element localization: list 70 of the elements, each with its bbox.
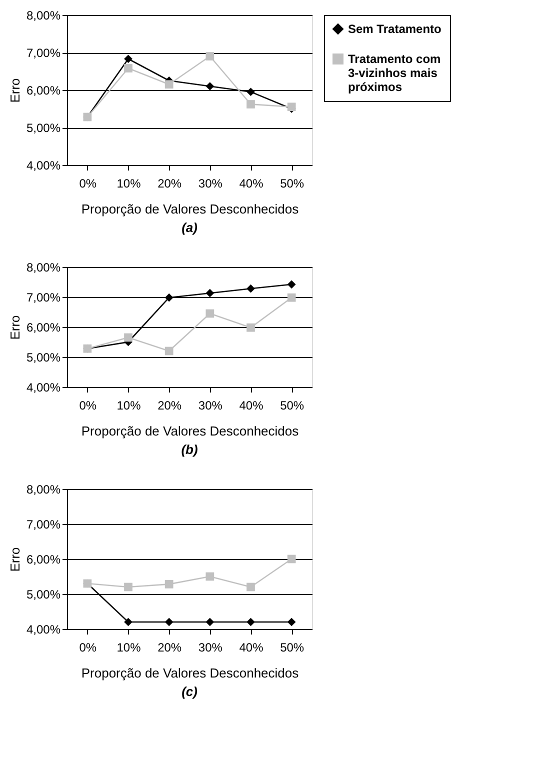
y-axis-title: Erro [7, 315, 22, 340]
point [287, 293, 296, 302]
y-tick-label: 5,00% [26, 121, 61, 135]
y-tick-label: 8,00% [26, 260, 61, 274]
x-tick-label: 10% [116, 640, 142, 654]
point [164, 618, 174, 626]
x-axis-title: Proporção de Valores Desconhecidos [81, 202, 300, 216]
y-tick-label: 5,00% [26, 588, 61, 602]
x-tick-label: 20% [158, 398, 182, 412]
point [206, 572, 214, 581]
x-tick-label: 20% [158, 176, 182, 190]
x-tick-label: 30% [198, 398, 223, 412]
point [287, 618, 296, 626]
point [164, 80, 174, 89]
point [124, 618, 132, 626]
x-tick-label: 40% [239, 640, 264, 654]
x-tick-label: 10% [116, 398, 142, 412]
point [164, 580, 174, 588]
y-tick-label: 6,00% [26, 552, 61, 566]
text: (b) [181, 442, 198, 457]
y-tick-label: 5,00% [26, 350, 61, 364]
y-tick-label: 8,00% [26, 482, 61, 496]
x-tick-label: 30% [198, 640, 223, 654]
x-tick-label: 50% [280, 640, 304, 654]
y-axis-title: Erro [7, 78, 22, 103]
point [206, 82, 214, 90]
y-axis-title: Erro [7, 547, 22, 572]
point [246, 618, 255, 626]
point [246, 284, 255, 293]
y-tick-label: 8,00% [26, 8, 61, 22]
text: (a) [182, 220, 198, 235]
y-tick-label: 7,00% [26, 46, 61, 60]
x-axis-title: Proporção de Valores Desconhecidos [81, 424, 300, 438]
x-tick-label: 30% [198, 176, 223, 190]
x-axis-title: Proporção de Valores Desconhecidos [81, 666, 300, 680]
x-tick-label: 20% [158, 640, 182, 654]
point [206, 52, 214, 60]
legend-label: Sem Tratamento [348, 22, 442, 36]
point [124, 333, 132, 342]
x-tick-label: 0% [79, 640, 97, 654]
y-tick-label: 4,00% [26, 158, 61, 172]
point [287, 554, 296, 564]
y-tick-label: 4,00% [26, 380, 61, 394]
y-tick-label: 6,00% [26, 320, 61, 334]
y-tick-label: 6,00% [26, 84, 61, 98]
y-tick-label: 7,00% [26, 290, 61, 304]
text: (c) [182, 684, 198, 699]
y-tick-label: 4,00% [26, 622, 61, 636]
x-tick-label: 40% [239, 176, 264, 190]
point [246, 582, 255, 592]
point [206, 618, 214, 626]
point [124, 582, 132, 592]
point [287, 280, 296, 289]
x-tick-label: 0% [79, 398, 97, 412]
point [124, 64, 132, 72]
y-tick-label: 7,00% [26, 518, 61, 532]
point [246, 100, 255, 108]
point [246, 323, 255, 332]
point [206, 288, 214, 298]
x-tick-label: 50% [280, 398, 304, 412]
x-tick-label: 50% [280, 176, 304, 190]
point [164, 346, 174, 356]
point [124, 54, 132, 64]
point [164, 293, 174, 302]
x-tick-label: 0% [79, 176, 97, 190]
x-tick-label: 40% [239, 398, 264, 412]
legend-label: Tratamento com 3-vizinhos mais próximos [348, 52, 441, 94]
point [206, 309, 214, 318]
point [246, 88, 255, 96]
x-tick-label: 10% [116, 176, 142, 190]
